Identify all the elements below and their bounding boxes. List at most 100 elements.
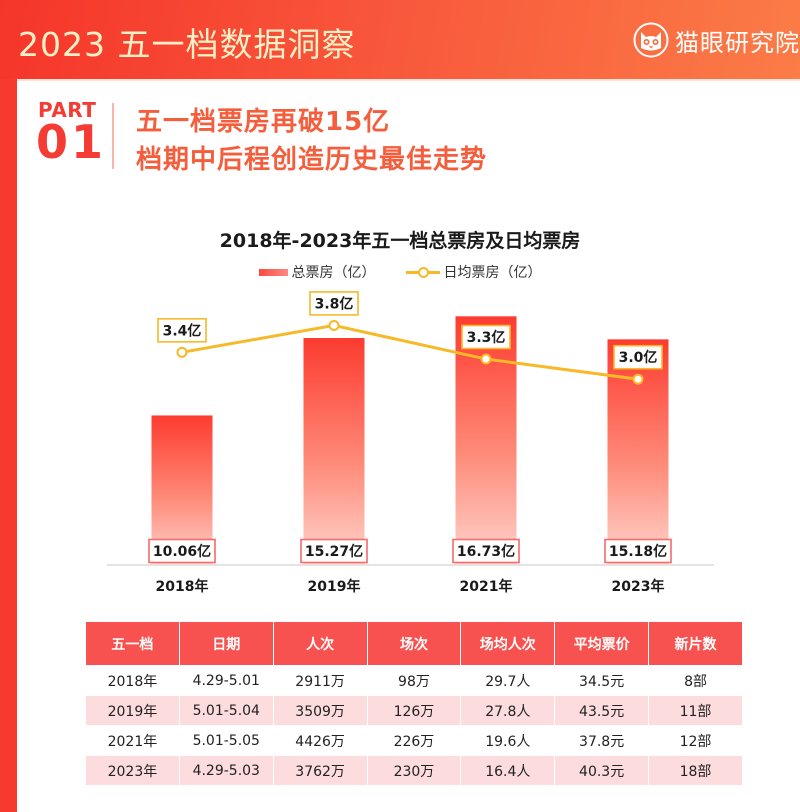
table-cell: 2018年 [107, 673, 158, 690]
table-cell: 11部 [649, 696, 742, 725]
table-row: 2023年 4.29-5.03 3762万 230万 16.4人 40.3元 18部 [86, 756, 742, 785]
line-layer [176, 319, 644, 385]
table-cell: 4.29-5.01 [192, 672, 260, 689]
bar-value-label-box [452, 538, 520, 564]
x-tick-label: 2023年 [612, 578, 665, 595]
table-cell: 40.3元 [555, 756, 649, 785]
table-header-cell: 平均票价 [555, 622, 649, 665]
table-cell: 3509万 [273, 696, 367, 725]
line-value-label: 3.4亿 [157, 318, 207, 343]
bars-layer [151, 316, 669, 565]
bar-value-label: 15.18亿 [604, 538, 672, 564]
combo-chart: 10.06亿 2018年 15.27亿 2019年 16.73亿 2021年 15.18亿 2… [107, 291, 714, 595]
table-cell: 2023年 [86, 756, 179, 785]
table-cell: 126万 [367, 696, 461, 725]
table-cell: 2021年 [107, 733, 158, 750]
line-value-label-text: 3.4亿 [163, 322, 202, 339]
headline-line-2: 档期中后程创造历史最佳走势 [136, 145, 488, 175]
legend-item-daily-box-office: 日均票房（亿） [405, 262, 542, 282]
left-accent-stripe [0, 79, 17, 812]
table-header-cell: 场均人次 [461, 622, 555, 665]
labels-layer: 10.06亿 2018年 15.27亿 2019年 16.73亿 2021年 15.18亿 2… [148, 291, 672, 595]
x-tick-label: 2021年 [460, 578, 513, 595]
bar-2019年 [303, 338, 365, 565]
bar-2023年 [607, 339, 669, 565]
table-cell: 43.5元 [555, 696, 649, 725]
table-cell: 37.8元 [579, 733, 625, 750]
bar-value-label-text: 16.73亿 [457, 543, 515, 560]
line-value-label-text: 3.3亿 [467, 329, 506, 346]
line-point-2021年 [480, 353, 492, 365]
table-cell: 2019年 [86, 696, 179, 725]
table-cell: 12部 [679, 733, 712, 750]
table-header-cell: 日期 [179, 622, 273, 665]
line-value-label-text: 3.8亿 [315, 295, 354, 312]
brand-name: 猫眼研究院 [675, 28, 800, 57]
x-tick-label: 2018年 [156, 578, 209, 595]
bar-value-label-text: 10.06亿 [153, 543, 211, 560]
table-cell: 19.6人 [485, 733, 531, 750]
table-header-cell: 五一档 [86, 622, 179, 665]
table-row: 2018年 4.29-5.01 2911万 98万 29.7人 34.5元 8部 [86, 666, 742, 695]
header-banner: 2023 五一档数据洞察 猫眼研究院 [0, 0, 800, 79]
table-cell: 5.01-5.05 [192, 732, 260, 749]
bar-value-label-box [604, 538, 672, 564]
table-cell: 230万 [367, 756, 461, 785]
table-cell: 226万 [393, 733, 435, 750]
table-row: 2019年 5.01-5.04 3509万 126万 27.8人 43.5元 11部 [86, 696, 742, 725]
legend-line-swatch [405, 266, 440, 278]
cat-face-icon [633, 22, 669, 58]
table-cell: 2911万 [295, 673, 345, 690]
line-value-label-box [157, 318, 207, 343]
legend-label: 总票房（亿） [291, 265, 376, 281]
bar-value-label: 10.06亿 [148, 538, 216, 564]
table-cell: 16.4人 [461, 756, 555, 785]
daily-box-office-line [181, 323, 639, 381]
bar-value-label-box [148, 538, 216, 564]
table-cell: 4.29-5.03 [179, 756, 273, 785]
line-value-label-box [613, 344, 663, 370]
bar-value-label: 15.27亿 [300, 538, 368, 564]
line-value-label-text: 3.0亿 [619, 349, 658, 366]
legend-label: 日均票房（亿） [443, 265, 542, 281]
table-cell: 29.7人 [485, 673, 531, 690]
table-header-row: 五一档 日期 人次 场次 场均人次 平均票价 新片数 [86, 622, 742, 665]
chart-title: 2018年-2023年五一档总票房及日均票房 [219, 230, 581, 252]
table-cell: 5.01-5.04 [179, 696, 273, 725]
bar-value-label: 16.73亿 [452, 538, 520, 564]
table-cell: 3762万 [273, 756, 367, 785]
line-value-label: 3.8亿 [309, 291, 359, 316]
line-point-2019年 [328, 319, 340, 331]
line-value-label: 3.3亿 [461, 324, 511, 350]
line-point-2023年 [632, 373, 644, 385]
chart-legend: 总票房（亿） 日均票房（亿） [0, 262, 800, 282]
page-title: 2023 五一档数据洞察 [18, 25, 356, 64]
table-header-cell: 人次 [273, 622, 367, 665]
bar-value-label-text: 15.27亿 [305, 543, 363, 560]
bar-value-label-box [300, 538, 368, 564]
table-cell: 27.8人 [461, 696, 555, 725]
part-number: 01 [36, 115, 107, 169]
line-value-label-box [309, 291, 359, 316]
part-label: PART [38, 98, 97, 122]
line-value-label-box [461, 324, 511, 350]
stats-table: 五一档 日期 人次 场次 场均人次 平均票价 新片数 2018年 4.29-5.01 2911万… [85, 621, 743, 786]
table-cell: 4426万 [295, 733, 345, 750]
legend-bar-swatch [258, 268, 288, 276]
x-tick-label: 2019年 [308, 578, 361, 595]
table-body: 2018年 4.29-5.01 2911万 98万 29.7人 34.5元 8部 2019年 5… [86, 666, 742, 785]
line-point-2018年 [176, 346, 188, 358]
table-header-cell: 场次 [367, 622, 461, 665]
table-row: 2021年 5.01-5.05 4426万 226万 19.6人 37.8元 12部 [86, 726, 742, 755]
table-cell: 98万 [398, 673, 430, 690]
table-cell: 8部 [684, 673, 707, 690]
table-cell: 34.5元 [579, 673, 625, 690]
table-header-cell: 新片数 [649, 622, 742, 665]
headline-line-1: 五一档票房再破15亿 [136, 107, 391, 137]
bar-value-label-text: 15.18亿 [609, 543, 667, 560]
brand: 猫眼研究院 [633, 22, 800, 58]
legend-item-total-box-office: 总票房（亿） [258, 262, 376, 282]
line-value-label: 3.0亿 [613, 344, 663, 370]
table-cell: 18部 [649, 756, 742, 785]
header-divider [17, 79, 800, 81]
